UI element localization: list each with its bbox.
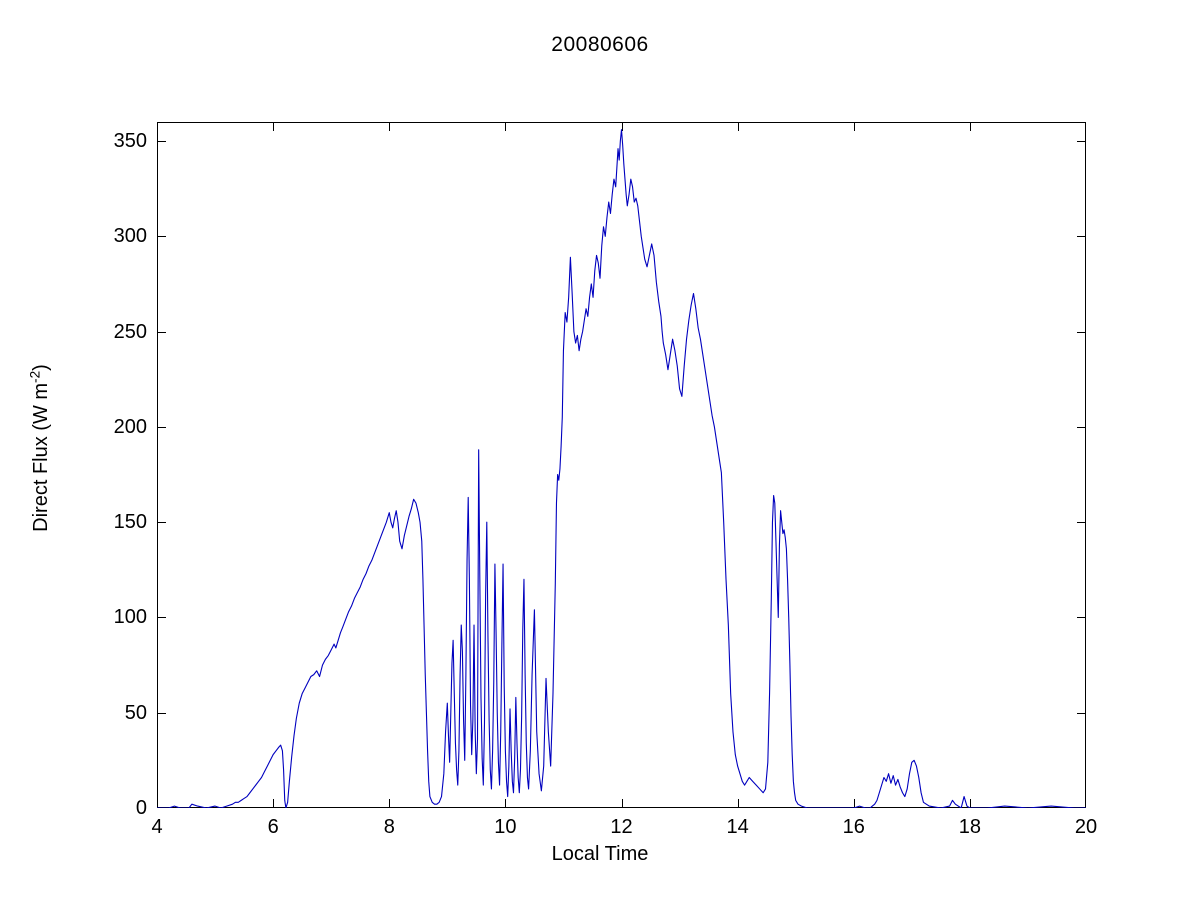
data-series-group (157, 129, 1086, 808)
y-tick-label: 100 (113, 606, 147, 629)
axis-frame (157, 122, 1086, 808)
x-axis-tick-labels: 4 6 8 10 12 14 16 18 20 (151, 816, 1097, 845)
y-axis-label: Direct Flux (W m-2) (27, 364, 52, 532)
y-tick-label: 350 (113, 130, 147, 153)
y-axis-label-exponent: -2 (27, 370, 42, 383)
page-title: 20080606 (551, 33, 649, 56)
plot-svg (157, 122, 1086, 808)
y-axis-tick-labels: 0 50 100 150 200 250 300 350 (77, 122, 147, 818)
y-tick-label: 50 (124, 701, 147, 724)
plot-area (157, 122, 1086, 808)
x-tick-label: 8 (383, 816, 395, 838)
x-tick-label: 20 (1074, 816, 1098, 838)
x-tick-label: 10 (494, 816, 517, 838)
y-tick-label: 200 (113, 415, 147, 438)
x-tick-label: 6 (267, 816, 279, 838)
y-axis-label-tail: ) (29, 364, 52, 371)
x-tick-label: 16 (842, 816, 865, 838)
x-tick-label: 12 (610, 816, 633, 838)
x-tick-label: 18 (958, 816, 981, 838)
y-tick-label: 0 (135, 797, 147, 819)
y-tick-label: 150 (113, 511, 147, 534)
y-tick-label: 250 (113, 320, 147, 343)
y-axis-label-wrap: Direct Flux (W m-2) (27, 168, 67, 728)
x-tick-label: 14 (726, 816, 749, 838)
y-tick-label: 300 (113, 225, 147, 248)
x-tick-label: 4 (151, 816, 163, 838)
y-axis-label-base: Direct Flux (W m (29, 382, 52, 532)
x-axis-label: Local Time (551, 843, 649, 865)
axis-ticks (157, 122, 1086, 808)
data-line-direct-flux (157, 129, 1086, 808)
